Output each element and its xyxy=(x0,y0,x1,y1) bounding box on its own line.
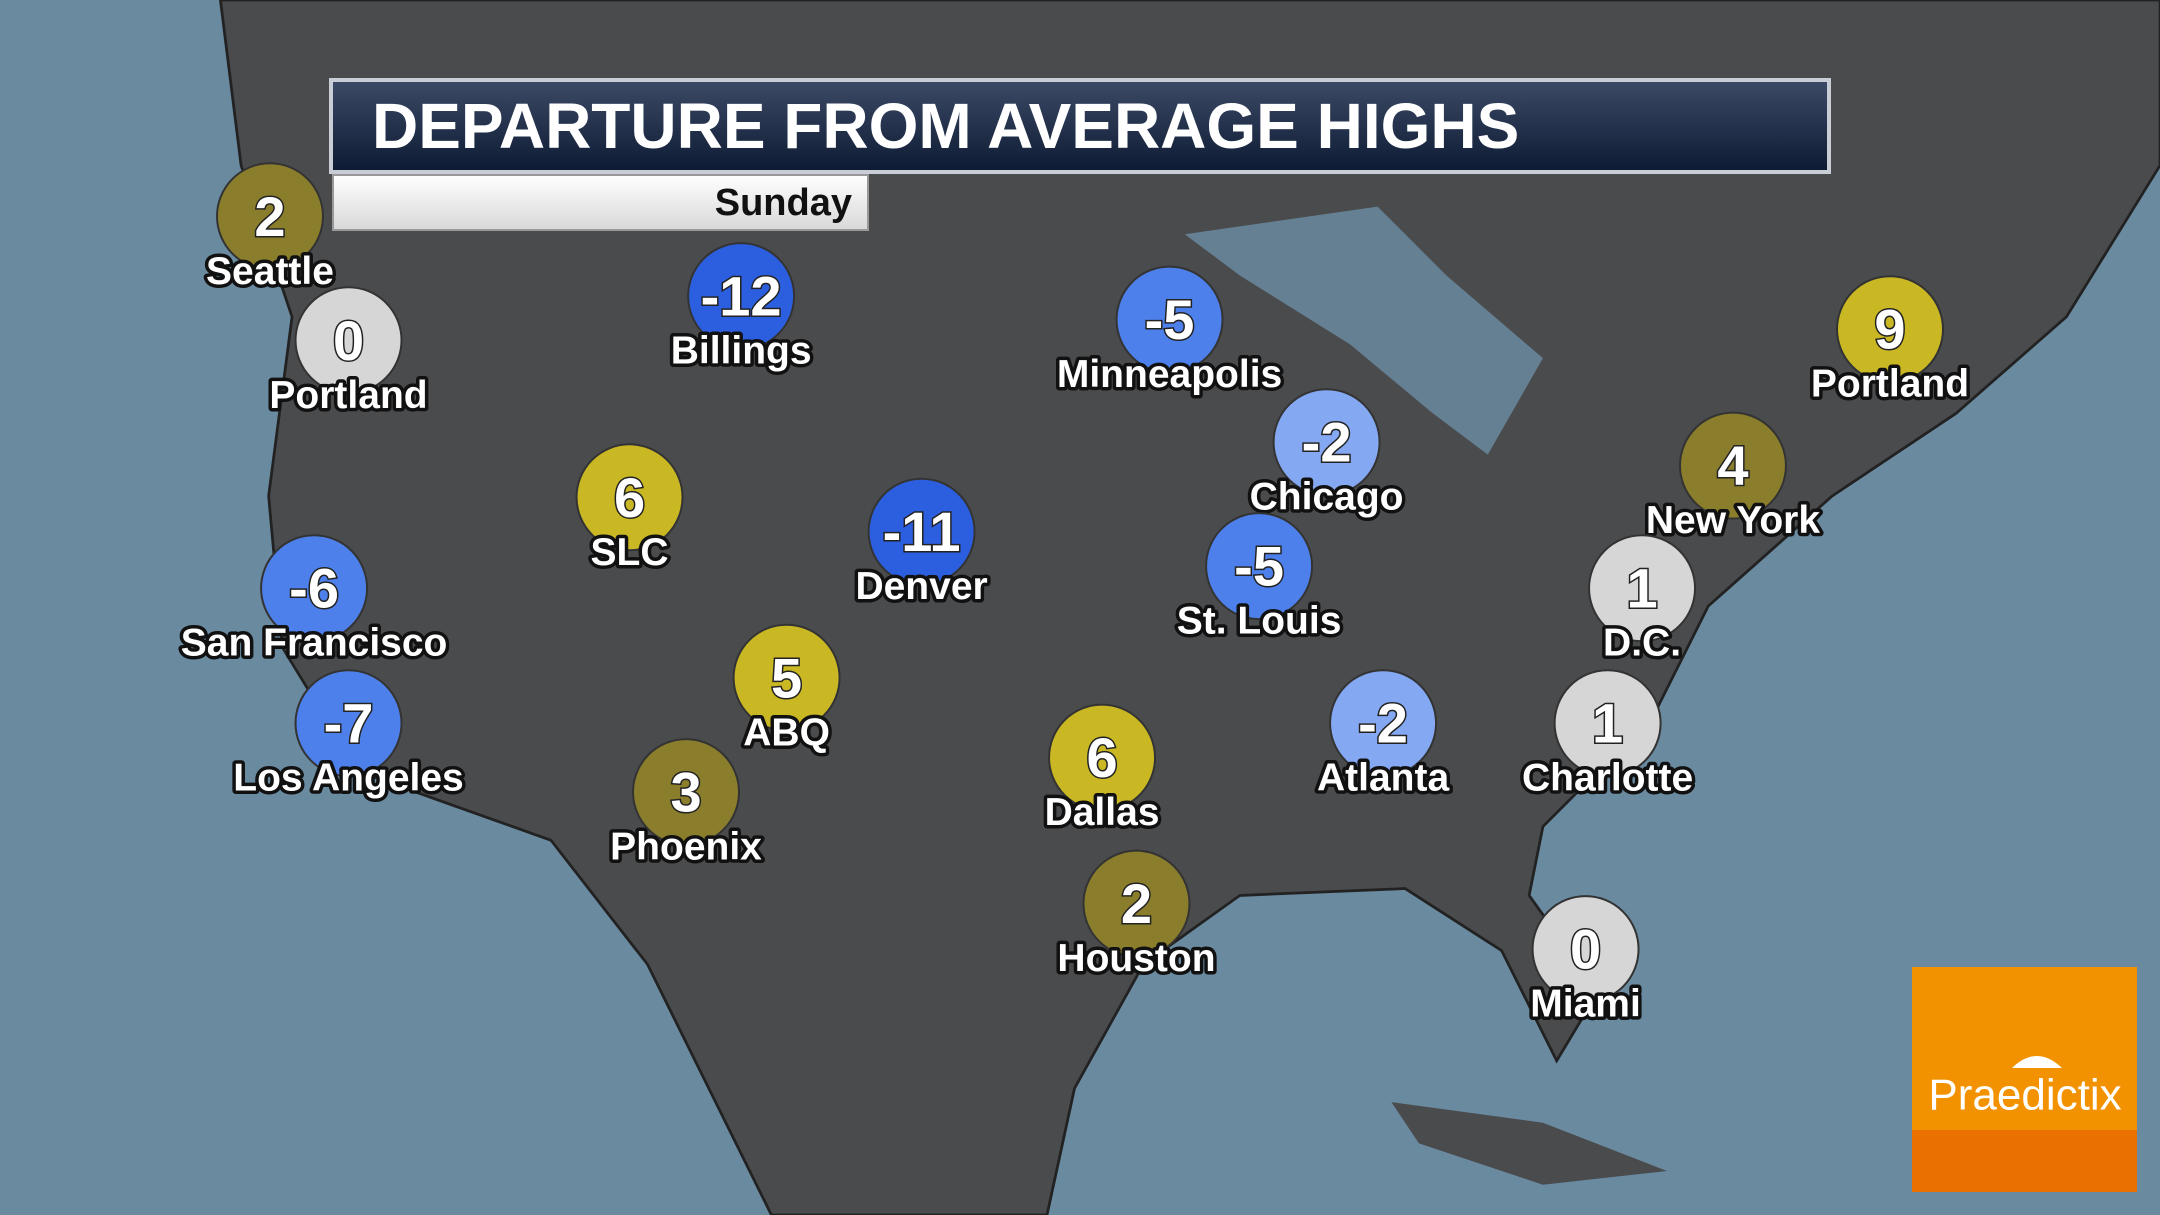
city-name: Portland xyxy=(1811,363,1969,406)
city-name: Phoenix xyxy=(610,826,762,869)
value-circle xyxy=(294,669,403,778)
value-circle xyxy=(632,738,741,847)
city-name: SLC xyxy=(591,531,669,574)
value-circle xyxy=(732,623,841,732)
value-circle xyxy=(1678,411,1787,520)
value-circle xyxy=(294,286,403,395)
day: Sunday xyxy=(715,182,852,224)
value-circle xyxy=(575,443,684,552)
day-box: Sunday xyxy=(332,174,869,231)
city-name: ABQ xyxy=(743,711,830,754)
value-label: -2 xyxy=(1302,411,1352,474)
value-label: 1 xyxy=(1626,557,1657,620)
city-name: Portland xyxy=(269,374,427,417)
city-name: Atlanta xyxy=(1317,757,1449,800)
city-name: Billings xyxy=(671,330,812,373)
value-circle xyxy=(1588,534,1697,643)
value-circle xyxy=(1836,275,1944,384)
city-name: New York xyxy=(1646,499,1820,542)
value-circle xyxy=(1082,849,1191,958)
city: 1D.C. xyxy=(1588,534,1697,668)
city-name: D.C. xyxy=(1603,622,1681,665)
value-label: 4 xyxy=(1717,434,1748,497)
title-bar: DEPARTURE FROM AVERAGE HIGHS xyxy=(329,78,1831,174)
value-label: -5 xyxy=(1234,535,1284,598)
value-circle xyxy=(867,477,976,586)
value-circle xyxy=(1048,703,1157,812)
city-name: Miami xyxy=(1530,983,1641,1026)
city-name: Chicago xyxy=(1250,476,1404,519)
city-name: Seattle xyxy=(206,250,334,293)
value-label: 5 xyxy=(771,646,802,709)
value-label: -12 xyxy=(701,265,782,328)
value-circle xyxy=(1329,669,1438,778)
value-circle xyxy=(1115,265,1224,374)
value-circle xyxy=(260,534,369,643)
value-circle xyxy=(687,242,796,351)
city-name: San Francisco xyxy=(181,622,448,665)
city: -5St. Louis xyxy=(1173,512,1345,646)
city-name: Los Angeles xyxy=(233,757,463,800)
city-name: Charlotte xyxy=(1522,757,1693,800)
value-label: 2 xyxy=(1121,872,1152,935)
value-label: 3 xyxy=(670,761,701,824)
value-label: 9 xyxy=(1874,298,1905,361)
city-name: Denver xyxy=(855,565,987,608)
value-circle xyxy=(1205,512,1314,621)
value-label: 6 xyxy=(1086,726,1117,789)
city-markers: 2Seattle0Portland-12Billings-5Minneapoli… xyxy=(177,162,1973,1029)
value-label: 6 xyxy=(614,466,645,529)
value-label: -2 xyxy=(1358,692,1408,755)
title: DEPARTURE FROM AVERAGE HIGHS xyxy=(372,90,1519,162)
value-label: 2 xyxy=(254,185,285,248)
value-circle xyxy=(216,162,324,271)
value-circle xyxy=(1553,669,1662,778)
value-label: 1 xyxy=(1592,692,1623,755)
value-circle xyxy=(1272,388,1381,497)
logo: Praedictix xyxy=(1912,967,2137,1192)
value-label: -5 xyxy=(1145,288,1195,351)
value-label: 0 xyxy=(333,309,364,372)
city-name: Minneapolis xyxy=(1057,353,1282,396)
city-name: Houston xyxy=(1057,937,1215,980)
value-circle xyxy=(1531,895,1640,1004)
value-label: -11 xyxy=(883,500,961,563)
city-name: St. Louis xyxy=(1177,600,1342,643)
value-label: 0 xyxy=(1570,918,1601,981)
value-label: -6 xyxy=(289,557,339,620)
value-label: -7 xyxy=(324,692,374,755)
logo-text: Praedictix xyxy=(1928,1071,2121,1120)
city-name: Dallas xyxy=(1045,791,1160,834)
